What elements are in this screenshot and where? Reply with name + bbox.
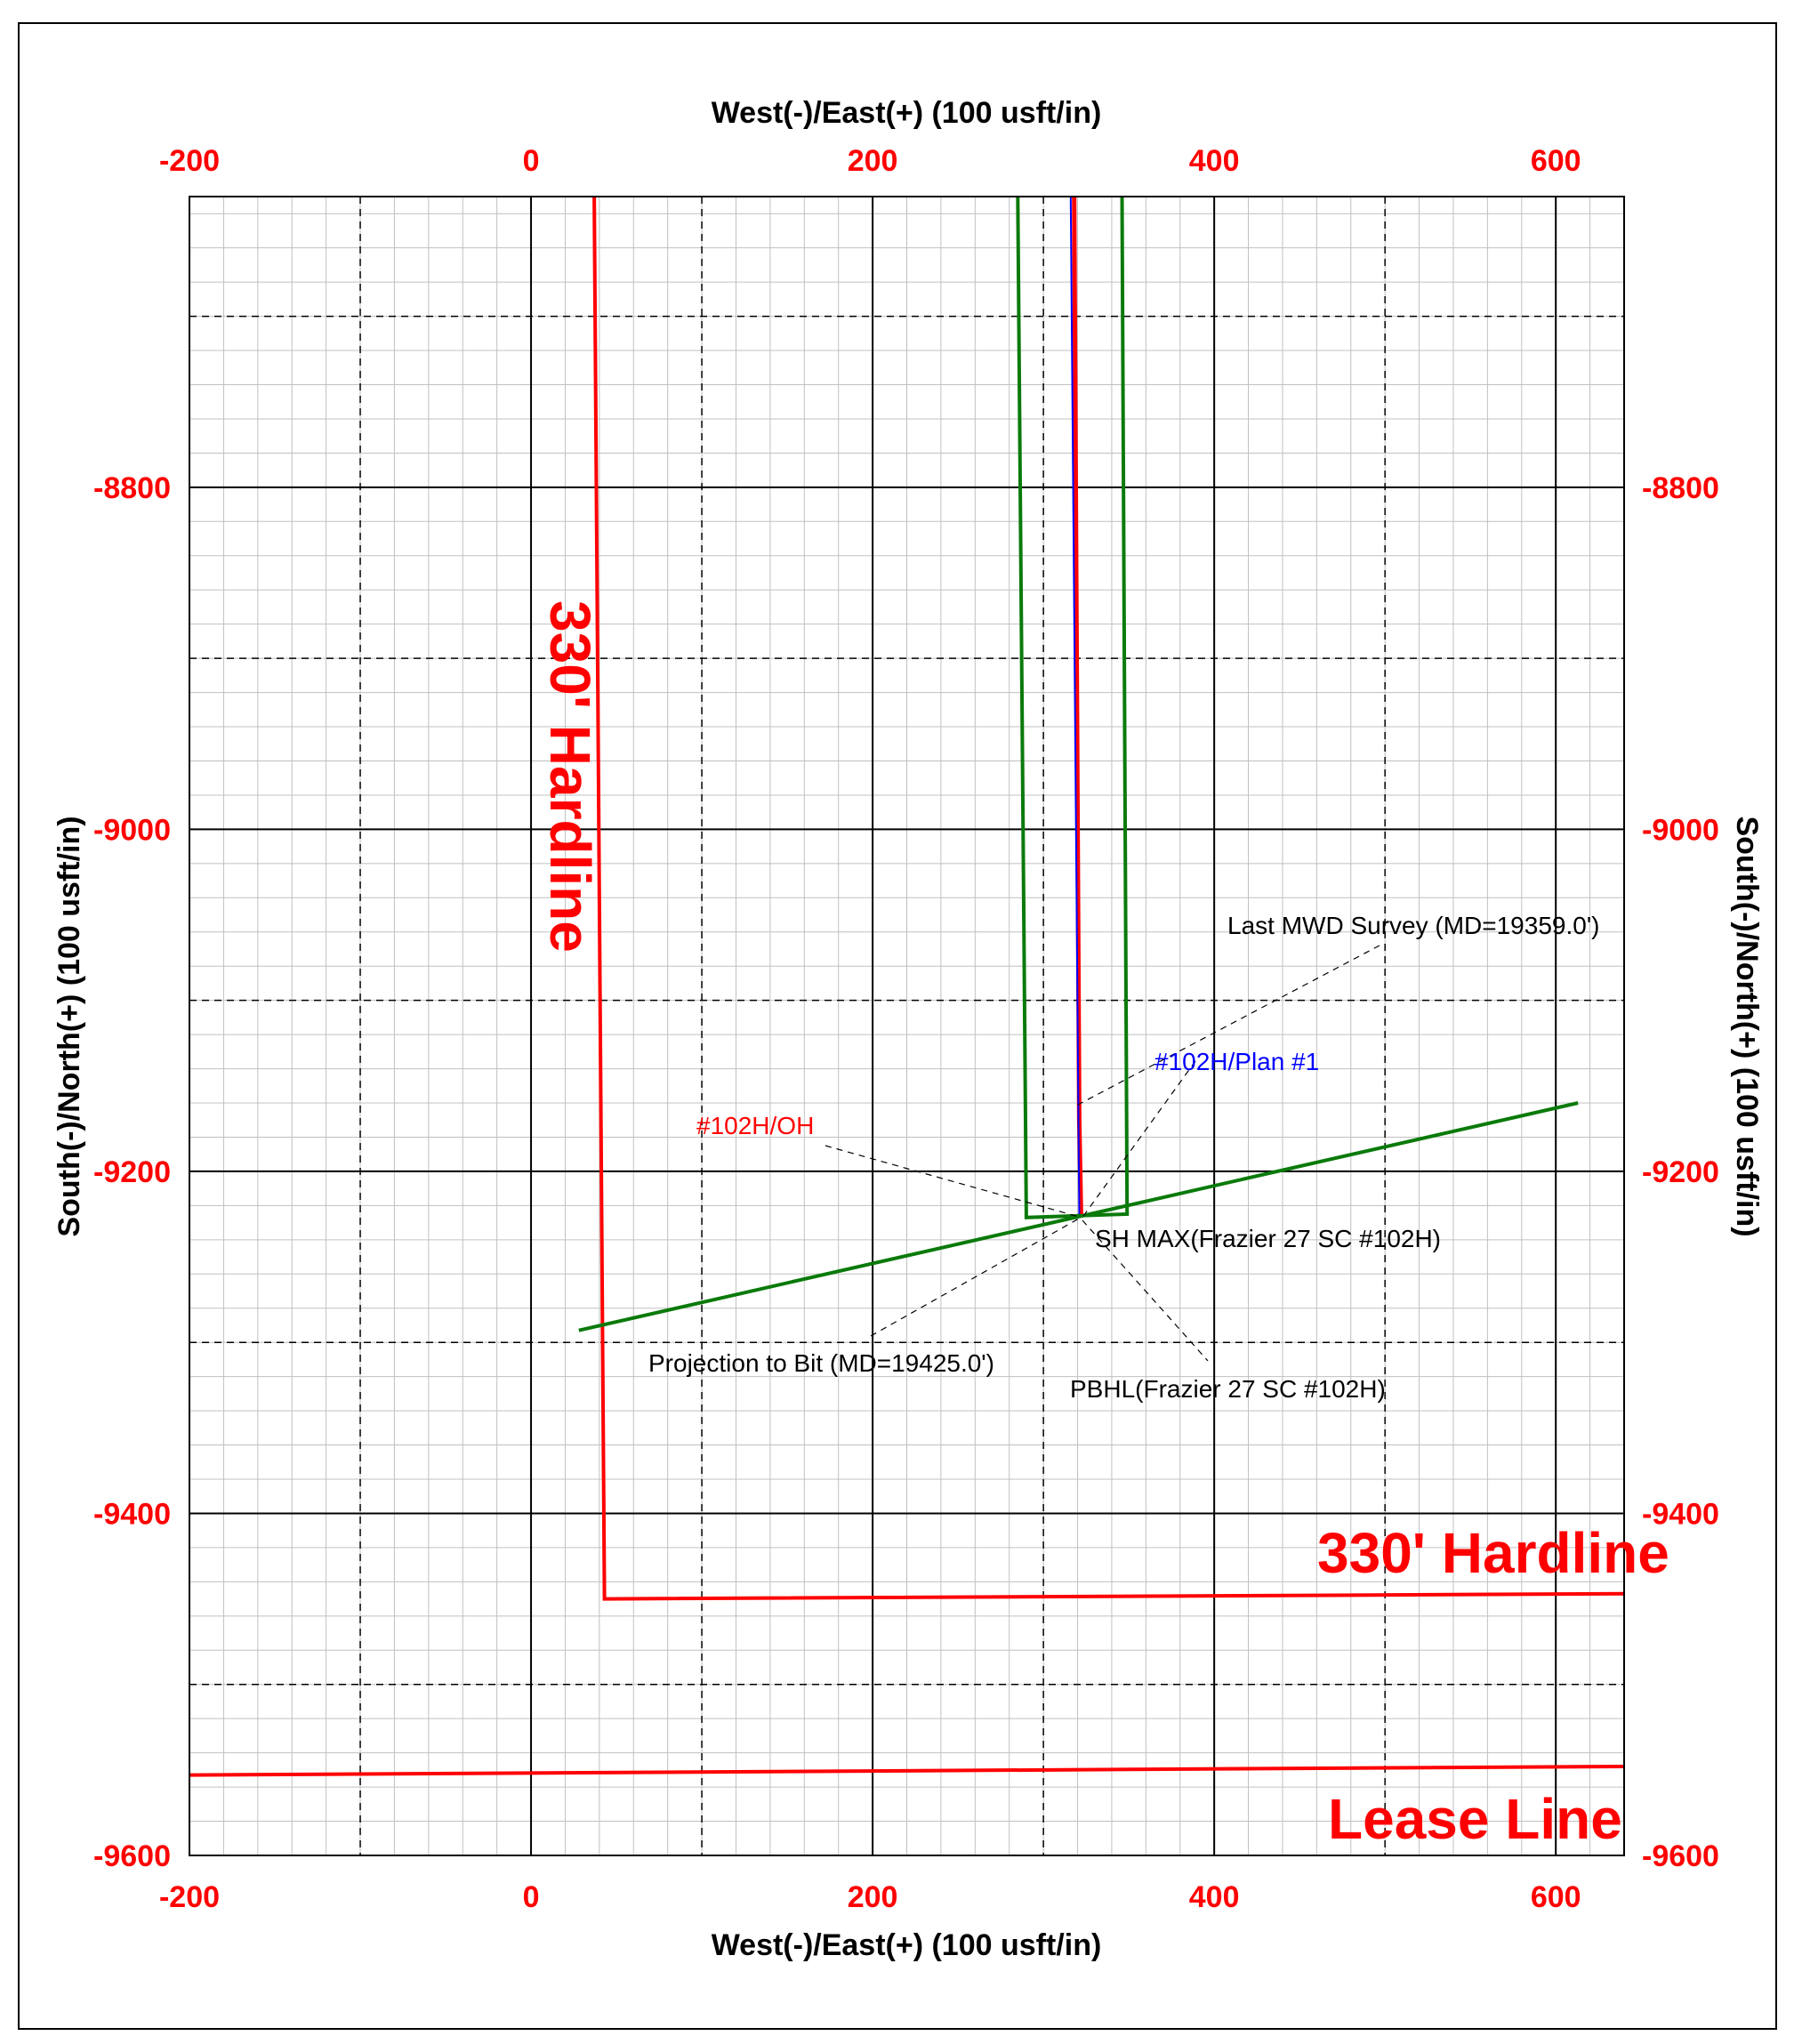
y-axis-title-left: South(-)/North(+) (100 usft/in) [52,816,86,1236]
y-tick-label-left: -9000 [93,813,171,847]
boundary-line-1 [189,1765,1625,1777]
y-tick-label-left: -9600 [93,1839,171,1873]
x-tick-label-bottom: 0 [523,1880,540,1914]
annotation-leaders [825,945,1380,1362]
leader-projection [870,1218,1080,1337]
leader-oh [825,1145,1080,1218]
sh-max-label: SH MAX(Frazier 27 SC #102H) [1095,1225,1441,1252]
lease-line-label: Lease Line [1328,1787,1622,1851]
y-tick-label-right: -9000 [1642,813,1719,847]
x-tick-label-bottom: 400 [1189,1880,1240,1914]
oh-label: #102H/OH [696,1112,814,1139]
boundary-line-3 [578,1101,1579,1332]
y-tick-label-right: -8800 [1642,471,1719,505]
x-tick-label-bottom: -200 [159,1880,220,1914]
y-tick-label-left: -9200 [93,1155,171,1189]
leader-plan [1081,1060,1196,1219]
outer-border [18,22,1777,2030]
plot-lines [189,196,1625,1777]
y-tick-label-right: -9200 [1642,1155,1719,1189]
pbhl-label: PBHL(Frazier 27 SC #102H) [1070,1375,1386,1403]
x-axis-title-bottom: West(-)/East(+) (100 usft/in) [712,1928,1102,1962]
hardline-label-horizontal: 330' Hardline [1317,1521,1669,1585]
plot-frame [189,196,1625,1856]
y-axis-title-right: South(-)/North(+) (100 usft/in) [1730,816,1764,1236]
y-tick-label-right: -9400 [1642,1497,1719,1531]
y-tick-label-right: -9600 [1642,1839,1719,1873]
x-tick-label-top: 600 [1531,144,1581,178]
y-tick-label-left: -8800 [93,471,171,505]
hardline-label-vertical: 330' Hardline [538,600,602,953]
x-axis-title-top: West(-)/East(+) (100 usft/in) [712,96,1102,130]
x-tick-label-bottom: 600 [1531,1880,1581,1914]
last-mwd-label: Last MWD Survey (MD=19359.0') [1227,912,1599,939]
tick-labels: -200 -200 0 0 200 200 400 400 600 600 -8800 -8800 -9… [93,144,1719,1914]
x-tick-label-bottom: 200 [848,1880,898,1914]
y-tick-label-left: -9400 [93,1497,171,1531]
x-tick-label-top: -200 [159,144,220,178]
x-tick-label-top: 200 [848,144,898,178]
plan-label: #102H/Plan #1 [1154,1048,1319,1075]
projection-label: Projection to Bit (MD=19425.0') [648,1349,994,1377]
boundary-line-0 [592,196,1625,1601]
x-tick-label-top: 0 [523,144,540,178]
series-line-1 [1069,196,1081,1215]
x-tick-label-top: 400 [1189,144,1240,178]
leader-pbhl [1082,1219,1209,1362]
